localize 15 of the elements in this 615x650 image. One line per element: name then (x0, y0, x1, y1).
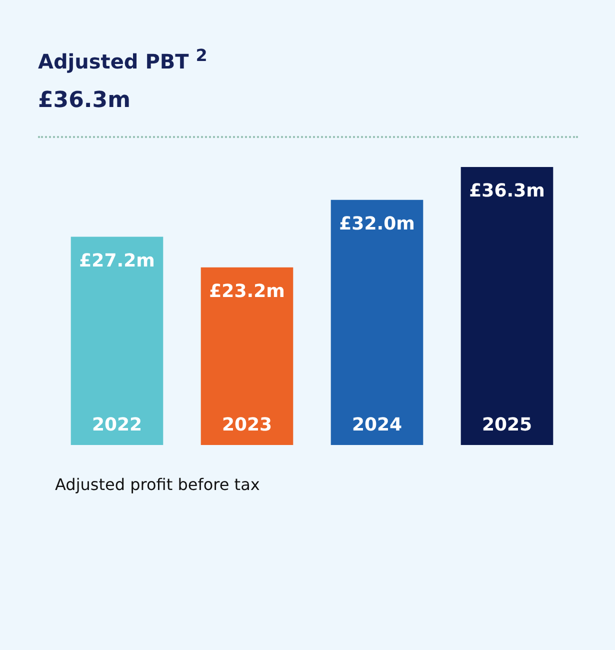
bar (460, 167, 554, 445)
data-label: £36.3m (469, 180, 545, 202)
chart-title: Adjusted PBT $^{2}$ (38, 46, 208, 74)
text: Adjusted profit before tax (55, 475, 260, 494)
x-tick-label: 2023 (222, 414, 272, 436)
x-tick-label: 2025 (482, 414, 532, 436)
chart-subtitle: £36.3m (38, 88, 131, 113)
bar (70, 236, 164, 445)
bar (330, 200, 424, 445)
bar (200, 267, 294, 445)
x-tick-label: 2024 (352, 414, 402, 436)
data-label: £27.2m (79, 250, 155, 272)
data-label: £32.0m (339, 214, 415, 235)
x-tick-label: 2022 (92, 414, 142, 436)
data-label: £23.2m (209, 280, 285, 302)
